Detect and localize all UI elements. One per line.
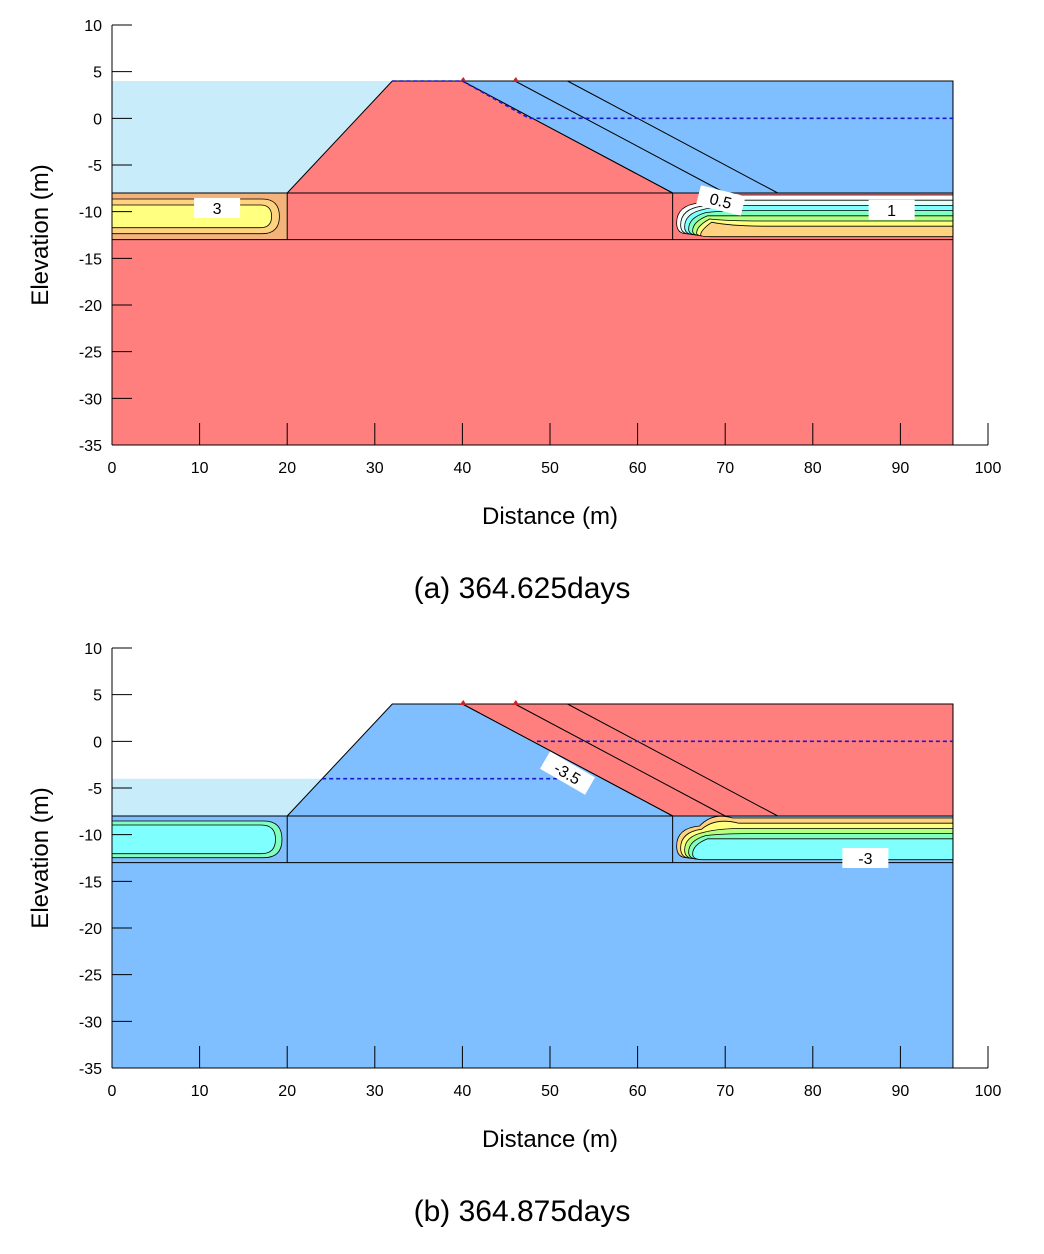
contour-label-text: -3 (858, 851, 872, 868)
crest-marker (459, 700, 467, 705)
contour-label: 3 (194, 197, 241, 218)
contour-label-text: 0.5 (708, 191, 734, 213)
x-tick-label: 100 (975, 460, 1002, 477)
x-tick-label: 90 (892, 1083, 910, 1100)
contour-label-box (696, 185, 746, 216)
y-tick-label: -5 (88, 781, 102, 798)
x-axis-title: Distance (m) (482, 503, 618, 530)
fill-zone-line (514, 703, 726, 817)
phreatic-line (392, 80, 953, 120)
contour-band-left (111, 824, 276, 855)
y-tick-label: -5 (88, 158, 102, 175)
contour-band-left (111, 204, 273, 229)
x-tick-label: 80 (804, 1083, 822, 1100)
x-tick-label: 60 (629, 460, 647, 477)
contour-label-box (842, 848, 889, 868)
x-tick-label: 50 (541, 460, 559, 477)
y-tick-label: -30 (79, 1014, 102, 1031)
panel-caption: (a) 364.625days (414, 572, 631, 605)
y-tick-label: 5 (93, 65, 102, 82)
y-tick-label: -30 (79, 391, 102, 408)
x-tick-label: 30 (366, 1083, 384, 1100)
crest-marker (511, 77, 519, 82)
x-tick-label: 10 (191, 460, 209, 477)
y-tick-label: -35 (79, 1061, 102, 1078)
x-tick-label: 70 (716, 460, 734, 477)
y-axis-title: Elevation (m) (27, 164, 54, 305)
x-tick-label: 100 (975, 1083, 1002, 1100)
x-tick-label: 20 (278, 460, 296, 477)
y-tick-label: -10 (79, 205, 102, 222)
contour-label: -3 (842, 848, 889, 868)
y-tick-label: 10 (84, 641, 102, 658)
panel-a: 3 0.5 1 10 5 0 -5 -10 -15 -20 -25 -30 -35 0 10 20 30 40 50… (0, 0, 1044, 626)
contour-label: 1 (868, 199, 915, 220)
y-tick-label: -10 (79, 828, 102, 845)
x-tick-label: 80 (804, 460, 822, 477)
soft-layer-middle (287, 816, 673, 863)
y-tick-label: -25 (79, 968, 102, 985)
crest-marker (511, 700, 519, 705)
y-tick-label: -35 (79, 438, 102, 455)
x-tick-label: 60 (629, 1083, 647, 1100)
x-tick-label: 90 (892, 460, 910, 477)
y-tick-label: 0 (93, 734, 102, 751)
x-axis-title: Distance (m) (482, 1126, 618, 1153)
contour-label-box (194, 197, 241, 218)
x-tick-label: 10 (191, 1083, 209, 1100)
x-tick-label: 40 (454, 460, 472, 477)
foundation-layer (112, 862, 953, 1068)
x-tick-label: 30 (366, 460, 384, 477)
fill-zone-line (567, 703, 778, 817)
contour-label-text: 3 (213, 201, 222, 218)
y-axis-title: Elevation (m) (27, 787, 54, 928)
x-tick-label: 0 (108, 460, 117, 477)
fill-zone-line (567, 80, 778, 194)
panel-b: -3.5 -3 10 5 0 -5 -10 -15 -20 -25 -30 -35 0 10 20 30 40 5… (0, 623, 1044, 1249)
contour-label-box (868, 199, 915, 220)
contour-band-right (700, 221, 954, 238)
x-tick-label: 70 (716, 1083, 734, 1100)
x-tick-label: 20 (278, 1083, 296, 1100)
contour-label-text: 1 (887, 203, 896, 220)
contour-label-box (540, 751, 596, 795)
soft-layer-middle (287, 193, 673, 240)
fill-zone-line (514, 80, 726, 194)
x-tick-label: 0 (108, 1083, 117, 1100)
contour-label: 0.5 (696, 185, 746, 216)
contour-band-right (692, 838, 954, 861)
x-tick-label: 50 (541, 1083, 559, 1100)
x-tick-label: 40 (454, 1083, 472, 1100)
panel-caption: (b) 364.875days (414, 1195, 631, 1228)
y-tick-label: -15 (79, 874, 102, 891)
upstream-water (112, 81, 393, 193)
y-tick-label: -15 (79, 251, 102, 268)
y-tick-label: -20 (79, 921, 102, 938)
y-tick-label: 10 (84, 18, 102, 35)
y-tick-label: 0 (93, 111, 102, 128)
y-tick-label: -25 (79, 345, 102, 362)
y-tick-label: -20 (79, 298, 102, 315)
foundation-layer (112, 239, 953, 445)
upstream-water (112, 778, 323, 816)
crest-marker (459, 77, 467, 82)
y-tick-label: 5 (93, 688, 102, 705)
